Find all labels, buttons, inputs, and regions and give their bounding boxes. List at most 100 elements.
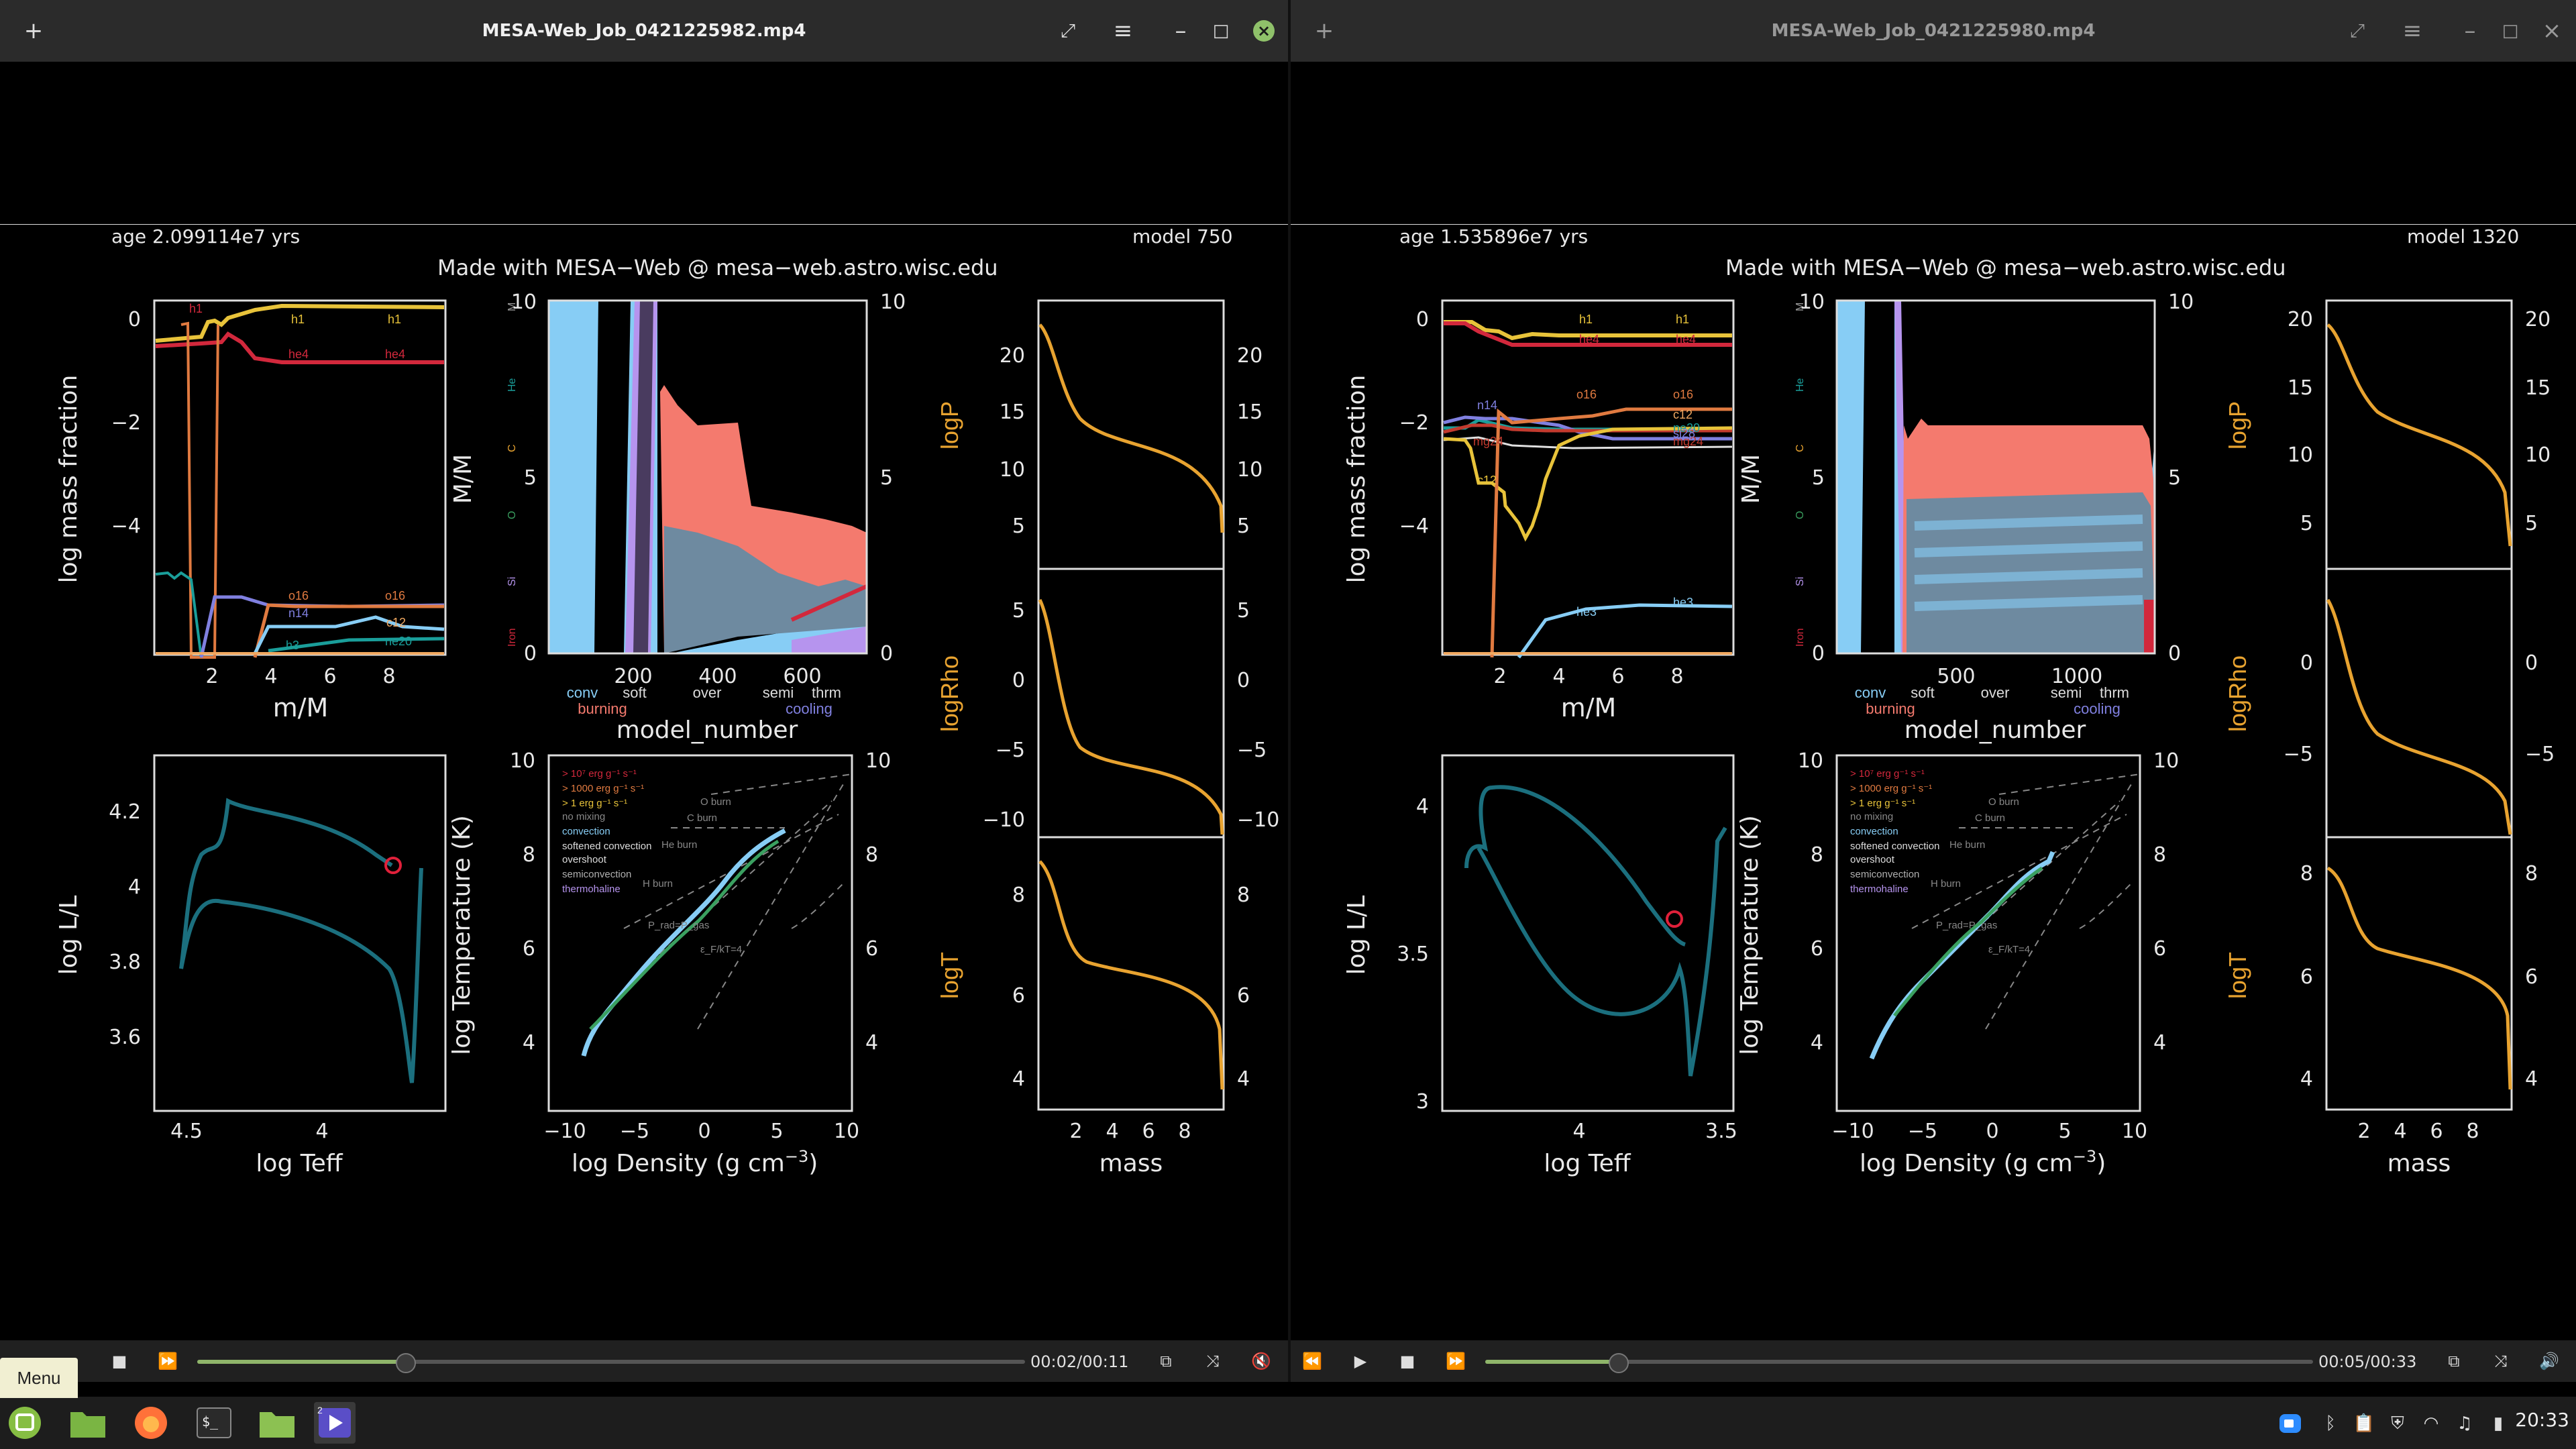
stop-icon[interactable]: ■ xyxy=(111,1352,127,1371)
zoom-icon[interactable] xyxy=(2278,1411,2302,1436)
rewind-icon[interactable]: ⏪ xyxy=(1302,1352,1322,1371)
kipp-side-label: C xyxy=(1794,444,1806,452)
rt-legend: > 10⁷ erg g⁻¹ s⁻¹ xyxy=(562,768,637,780)
tick: −4 xyxy=(111,515,141,538)
seek-bar-handle[interactable] xyxy=(395,1353,416,1373)
subtitles-icon[interactable]: ⧉ xyxy=(1160,1352,1172,1371)
play-icon[interactable]: ▶ xyxy=(1354,1352,1367,1371)
add-icon[interactable]: + xyxy=(1314,17,1334,44)
tick: 0 xyxy=(698,1120,710,1143)
tick: 4 xyxy=(1416,795,1429,818)
kipp-legend: cooling xyxy=(2074,700,2121,717)
clipboard-icon[interactable]: 📋 xyxy=(2353,1413,2375,1434)
abundance-panel: h1 h1 he4 he4 o16 o16 c12 ne20 mg24 si28… xyxy=(1343,299,1735,722)
tick: 6 xyxy=(2153,937,2166,961)
rt-legend: softened convection xyxy=(1850,841,1939,852)
kipp-legend: semi xyxy=(763,684,794,701)
rt-legend: convection xyxy=(1850,826,1898,837)
close-icon[interactable]: × xyxy=(2542,17,2562,44)
maximize-icon[interactable]: □ xyxy=(2502,21,2519,41)
tick: 5 xyxy=(2525,512,2538,535)
abundance-panel: h1 h1 he4 he4 o16 o16 n14 c12 ne20 h1 h3… xyxy=(55,299,447,722)
age-label: age 1.535896e7 yrs xyxy=(1399,225,1588,248)
video-frame[interactable]: age 1.535896e7 yrs model 1320 Made with … xyxy=(1291,224,2576,1190)
tick: 0 xyxy=(1012,669,1025,692)
seek-bar-handle[interactable] xyxy=(1609,1353,1629,1373)
abund-label: ne20 xyxy=(1673,421,1700,435)
bluetooth-icon[interactable]: ᛒ xyxy=(2325,1413,2336,1434)
tick: 5 xyxy=(1237,599,1250,623)
abund-label: h1 xyxy=(388,313,401,326)
title-bar[interactable]: + MESA-Web_Job_0421225980.mp4 ⤢ ≡ – □ × xyxy=(1291,0,2576,62)
tick: 6 xyxy=(2430,1120,2443,1143)
tick: 6 xyxy=(865,937,878,961)
tick: 4 xyxy=(1811,1031,1823,1055)
tick: 3.6 xyxy=(109,1026,141,1049)
video-player-icon[interactable]: 2 xyxy=(314,1402,356,1444)
music-icon[interactable]: ♫ xyxy=(2457,1413,2473,1434)
window-title: MESA-Web_Job_0421225980.mp4 xyxy=(1771,21,2096,41)
playback-controls: ■ ⏩ 00:02/00:11 ⧉ ⤨ 🔇 xyxy=(0,1340,1288,1382)
terminal-icon[interactable]: $_ xyxy=(193,1402,235,1444)
rt-legend: no mixing xyxy=(562,811,605,822)
hamburger-menu-icon[interactable]: ≡ xyxy=(2402,17,2422,44)
muted-volume-icon[interactable]: 🔇 xyxy=(1251,1352,1271,1371)
video-window-right: + MESA-Web_Job_0421225980.mp4 ⤢ ≡ – □ × … xyxy=(1291,0,2576,1382)
axis-label: log Teff xyxy=(1544,1150,1631,1177)
rt-legend: overshoot xyxy=(562,854,607,865)
minimize-icon[interactable]: – xyxy=(1175,17,1187,44)
profile-panels: 20 15 10 5 20 15 10 5 5 0 −5 −10 5 0 −5 … xyxy=(936,299,1279,1177)
seek-bar-fill xyxy=(1485,1360,1618,1364)
seek-bar[interactable] xyxy=(1485,1353,2313,1373)
tick: 0 xyxy=(2300,651,2313,675)
subtitles-icon[interactable]: ⧉ xyxy=(2448,1352,2460,1371)
minimize-icon[interactable]: – xyxy=(2464,17,2476,44)
volume-icon[interactable]: 🔊 xyxy=(2539,1352,2559,1371)
menu-button[interactable]: Menu xyxy=(0,1358,78,1398)
firefox-icon[interactable] xyxy=(130,1402,172,1444)
tick: 200 xyxy=(614,665,652,688)
fast-forward-icon[interactable]: ⏩ xyxy=(158,1352,178,1371)
seek-bar[interactable] xyxy=(197,1353,1025,1373)
rt-legend: softened convection xyxy=(562,841,651,852)
battery-icon[interactable]: ▮ xyxy=(2493,1413,2504,1434)
tick: −5 xyxy=(2284,743,2313,766)
tick: 3.5 xyxy=(1397,943,1429,966)
rho-t-panel: > 10⁷ erg g⁻¹ s⁻¹ > 1000 erg g⁻¹ s⁻¹ > 1… xyxy=(1736,749,2179,1177)
tick: 4 xyxy=(315,1120,328,1143)
tick: 5 xyxy=(2300,512,2313,535)
stop-icon[interactable]: ■ xyxy=(1399,1352,1415,1371)
folder-icon[interactable] xyxy=(256,1402,298,1444)
close-button[interactable]: × xyxy=(1248,15,1280,47)
fast-forward-icon[interactable]: ⏩ xyxy=(1446,1352,1466,1371)
axis-label: m/M xyxy=(273,693,329,722)
tick: 10 xyxy=(880,290,906,314)
mint-menu-icon[interactable] xyxy=(4,1402,46,1444)
tick: 10 xyxy=(1000,458,1025,482)
abund-label: h1 xyxy=(1676,313,1689,326)
fullscreen-icon[interactable]: ⤢ xyxy=(2349,19,2365,42)
abund-label: he3 xyxy=(1576,605,1597,619)
wifi-icon[interactable]: ◠ xyxy=(2423,1413,2439,1434)
tick: 4 xyxy=(2153,1031,2166,1055)
mesa-plot-frame: age 2.099114e7 yrs model 750 Made with M… xyxy=(0,224,1288,1177)
rho-t-panel: > 10⁷ erg g⁻¹ s⁻¹ > 1000 erg g⁻¹ s⁻¹ > 1… xyxy=(448,749,891,1177)
tick: 3.8 xyxy=(109,951,141,974)
kipp-legend: over xyxy=(1981,684,2010,701)
shuffle-icon[interactable]: ⤨ xyxy=(2494,1352,2508,1371)
files-icon[interactable] xyxy=(67,1402,109,1444)
tick: 6 xyxy=(1237,984,1250,1008)
shuffle-icon[interactable]: ⤨ xyxy=(1206,1352,1220,1371)
maximize-icon[interactable]: □ xyxy=(1212,21,1230,41)
hamburger-menu-icon[interactable]: ≡ xyxy=(1113,17,1133,44)
tick: −4 xyxy=(1399,515,1429,538)
window-title: MESA-Web_Job_0421225982.mp4 xyxy=(482,21,806,41)
tick: 4.2 xyxy=(109,800,141,824)
tick: 20 xyxy=(1000,344,1025,368)
add-icon[interactable]: + xyxy=(23,17,44,44)
fullscreen-icon[interactable]: ⤢ xyxy=(1060,19,1076,42)
title-bar[interactable]: + MESA-Web_Job_0421225982.mp4 ⤢ ≡ – □ × xyxy=(0,0,1288,62)
shield-icon[interactable]: ⛨ xyxy=(2391,1413,2404,1434)
clock[interactable]: 20:33 xyxy=(2515,1409,2569,1431)
video-frame[interactable]: age 2.099114e7 yrs model 750 Made with M… xyxy=(0,224,1288,1190)
